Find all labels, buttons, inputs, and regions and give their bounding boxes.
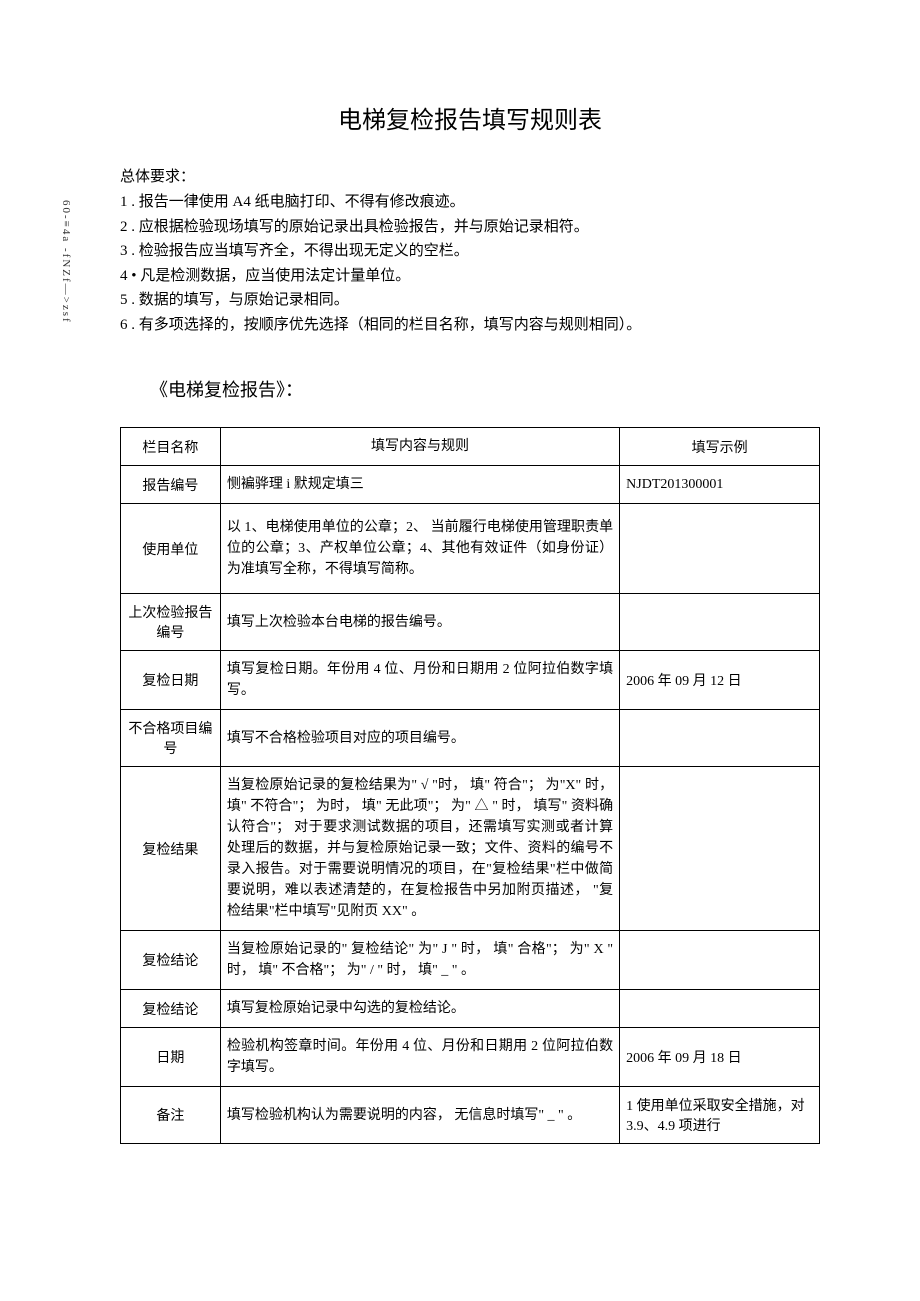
table-row: 上次检验报告编号 填写上次检验本台电梯的报告编号。 (121, 594, 820, 651)
cell-rule: 当复检原始记录的" 复检结论" 为" J " 时， 填" 合格"； 为" X "… (220, 931, 619, 990)
cell-rule: 检验机构签章时间。年份用 4 位、月份和日期用 2 位阿拉伯数字填写。 (220, 1028, 619, 1087)
requirement-item: 4 • 凡是检测数据，应当使用法定计量单位。 (120, 265, 820, 288)
requirement-item: 2 . 应根据检验现场填写的原始记录出具检验报告，并与原始记录相符。 (120, 216, 820, 239)
cell-example (620, 594, 820, 651)
vertical-label: 60-≡4a -fNZf—>zsf (60, 200, 72, 324)
cell-name: 不合格项目编号 (121, 710, 221, 767)
cell-example (620, 504, 820, 594)
cell-example (620, 931, 820, 990)
requirements-header: 总体要求： (120, 165, 820, 186)
cell-name: 报告编号 (121, 466, 221, 504)
cell-name: 使用单位 (121, 504, 221, 594)
cell-example: 1 使用单位采取安全措施，对 3.9、4.9 项进行 (620, 1087, 820, 1144)
table-row: 日期 检验机构签章时间。年份用 4 位、月份和日期用 2 位阿拉伯数字填写。 2… (121, 1028, 820, 1087)
cell-example (620, 767, 820, 931)
cell-example: 2006 年 09 月 18 日 (620, 1028, 820, 1087)
table-header-row: 栏目名称 填写内容与规则 填写示例 (121, 428, 820, 466)
rules-table: 栏目名称 填写内容与规则 填写示例 报告编号 恻褊骅理 i 默规定填三 NJDT… (120, 427, 820, 1144)
cell-example: NJDT201300001 (620, 466, 820, 504)
cell-name: 复检结论 (121, 931, 221, 990)
requirement-item: 5 . 数据的填写，与原始记录相同。 (120, 289, 820, 312)
cell-name: 复检日期 (121, 651, 221, 710)
cell-rule: 填写上次检验本台电梯的报告编号。 (220, 594, 619, 651)
cell-rule: 填写不合格检验项目对应的项目编号。 (220, 710, 619, 767)
table-row: 备注 填写检验机构认为需要说明的内容， 无信息时填写" _ " 。 1 使用单位… (121, 1087, 820, 1144)
cell-name: 上次检验报告编号 (121, 594, 221, 651)
cell-name: 复检结果 (121, 767, 221, 931)
cell-rule: 填写检验机构认为需要说明的内容， 无信息时填写" _ " 。 (220, 1087, 619, 1144)
header-rule: 填写内容与规则 (220, 428, 619, 466)
requirements-list: 1 . 报告一律使用 A4 纸电脑打印、不得有修改痕迹。 2 . 应根据检验现场… (120, 191, 820, 336)
table-row: 使用单位 以 1、电梯使用单位的公章；2、 当前履行电梯使用管理职责单位的公章；… (121, 504, 820, 594)
cell-rule: 当复检原始记录的复检结果为" √ "时， 填" 符合"； 为"X" 时， 填" … (220, 767, 619, 931)
cell-name: 备注 (121, 1087, 221, 1144)
requirement-item: 3 . 检验报告应当填写齐全，不得出现无定义的空栏。 (120, 240, 820, 263)
cell-example (620, 990, 820, 1028)
cell-name: 日期 (121, 1028, 221, 1087)
subtitle: 《电梯复检报告》： (150, 376, 820, 402)
table-row: 复检结论 填写复检原始记录中勾选的复检结论。 (121, 990, 820, 1028)
cell-rule: 填写复检日期。年份用 4 位、月份和日期用 2 位阿拉伯数字填写。 (220, 651, 619, 710)
table-row: 复检结果 当复检原始记录的复检结果为" √ "时， 填" 符合"； 为"X" 时… (121, 767, 820, 931)
cell-rule: 恻褊骅理 i 默规定填三 (220, 466, 619, 504)
table-row: 不合格项目编号 填写不合格检验项目对应的项目编号。 (121, 710, 820, 767)
cell-rule: 填写复检原始记录中勾选的复检结论。 (220, 990, 619, 1028)
page-title: 电梯复检报告填写规则表 (120, 100, 820, 135)
cell-example (620, 710, 820, 767)
cell-name: 复检结论 (121, 990, 221, 1028)
table-row: 复检日期 填写复检日期。年份用 4 位、月份和日期用 2 位阿拉伯数字填写。 2… (121, 651, 820, 710)
header-example: 填写示例 (620, 428, 820, 466)
cell-example: 2006 年 09 月 12 日 (620, 651, 820, 710)
requirement-item: 6 . 有多项选择的，按顺序优先选择（相同的栏目名称，填写内容与规则相同）。 (120, 314, 820, 337)
table-row: 复检结论 当复检原始记录的" 复检结论" 为" J " 时， 填" 合格"； 为… (121, 931, 820, 990)
cell-rule: 以 1、电梯使用单位的公章；2、 当前履行电梯使用管理职责单位的公章；3、产权单… (220, 504, 619, 594)
requirement-item: 1 . 报告一律使用 A4 纸电脑打印、不得有修改痕迹。 (120, 191, 820, 214)
table-row: 报告编号 恻褊骅理 i 默规定填三 NJDT201300001 (121, 466, 820, 504)
header-name: 栏目名称 (121, 428, 221, 466)
